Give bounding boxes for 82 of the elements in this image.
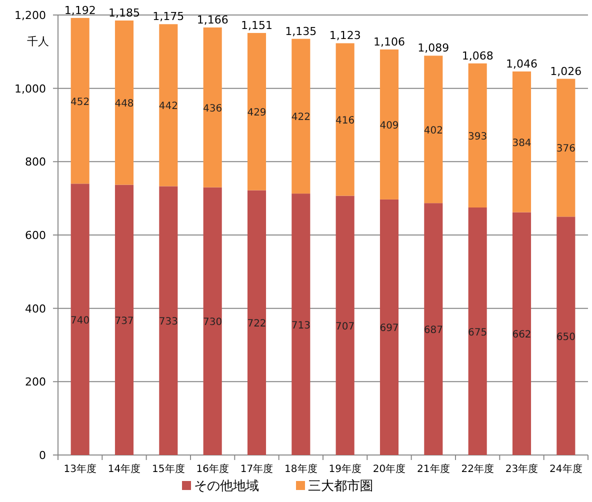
- data-label: 687: [424, 325, 443, 336]
- data-label: 675: [468, 327, 488, 338]
- data-label: 402: [424, 125, 443, 136]
- x-tick-label: 23年度: [505, 463, 538, 475]
- total-label: 1,089: [418, 42, 450, 55]
- x-tick-label: 16年度: [196, 463, 229, 475]
- data-label: 436: [203, 103, 222, 114]
- x-tick-label: 22年度: [461, 463, 494, 475]
- bar: [247, 190, 266, 455]
- total-label: 1,068: [462, 49, 494, 62]
- total-label: 1,166: [196, 13, 228, 26]
- bar: [380, 199, 399, 455]
- data-label: 707: [336, 321, 355, 332]
- bar: [468, 63, 487, 208]
- total-label: 1,185: [108, 6, 140, 20]
- data-label: 448: [114, 98, 134, 110]
- total-label: 1,106: [374, 35, 405, 48]
- data-label: 452: [70, 96, 90, 108]
- x-tick-label: 18年度: [284, 463, 318, 475]
- total-label: 1,026: [550, 64, 582, 78]
- x-tick-label: 19年度: [328, 463, 362, 475]
- data-label: 722: [247, 318, 266, 330]
- y-tick-label: 400: [25, 302, 46, 316]
- y-tick-label: 1,000: [14, 82, 46, 96]
- bar: [203, 187, 222, 455]
- bar: [336, 43, 354, 196]
- data-label: 730: [203, 317, 222, 328]
- data-label: 376: [556, 144, 576, 155]
- total-label: 1,135: [285, 24, 317, 38]
- bar: [114, 20, 134, 185]
- total-label: 1,046: [506, 57, 538, 70]
- total-label: 1,151: [241, 18, 272, 32]
- x-tick-label: 17年度: [240, 463, 274, 475]
- data-label: 713: [291, 320, 310, 332]
- data-label: 384: [512, 138, 532, 149]
- bar: [70, 184, 90, 455]
- x-tick-label: 20年度: [372, 463, 406, 475]
- y-tick-label: 1,200: [14, 9, 46, 22]
- x-tick-label: 24年度: [550, 463, 582, 475]
- bar: [292, 38, 310, 194]
- data-label: 393: [468, 131, 488, 142]
- bar: [512, 71, 532, 212]
- x-tick-label: 21年度: [417, 463, 450, 475]
- bar: [556, 78, 576, 217]
- y-tick-label: 0: [39, 449, 46, 462]
- data-label: 650: [556, 332, 576, 343]
- bar: [292, 194, 310, 455]
- bar: [247, 32, 266, 190]
- legend-label: 三大都市圏: [308, 479, 373, 494]
- y-tick-label: 800: [25, 156, 46, 169]
- total-label: 1,123: [329, 29, 361, 42]
- total-label: 1,175: [152, 10, 184, 24]
- data-label: 416: [336, 116, 355, 126]
- bar: [159, 186, 178, 455]
- y-tick-label: 200: [25, 376, 46, 389]
- bar: [512, 212, 532, 455]
- data-label: 697: [380, 323, 399, 334]
- x-tick-label: 15年度: [152, 463, 185, 475]
- data-label: 733: [158, 316, 178, 328]
- bar: [468, 208, 487, 455]
- data-label: 740: [70, 315, 90, 326]
- data-label: 429: [247, 108, 266, 119]
- y-axis-title: 千人: [27, 35, 49, 48]
- bar: [336, 196, 354, 455]
- data-label: 409: [380, 120, 399, 132]
- x-tick-label: 14年度: [108, 463, 141, 475]
- bar: [70, 18, 90, 184]
- bar: [424, 56, 443, 204]
- legend-label: その他地域: [194, 479, 259, 494]
- bar: [556, 216, 576, 455]
- bar: [380, 49, 399, 200]
- data-label: 442: [158, 101, 178, 112]
- data-label: 737: [114, 316, 134, 327]
- bar: [114, 184, 134, 455]
- total-label: 1,192: [64, 4, 96, 17]
- y-tick-label: 600: [25, 229, 46, 242]
- bar: [159, 24, 178, 186]
- data-label: 422: [291, 112, 310, 124]
- bar: [424, 203, 443, 455]
- bar: [203, 27, 222, 188]
- x-tick-label: 13年度: [64, 463, 96, 475]
- data-label: 662: [512, 330, 532, 341]
